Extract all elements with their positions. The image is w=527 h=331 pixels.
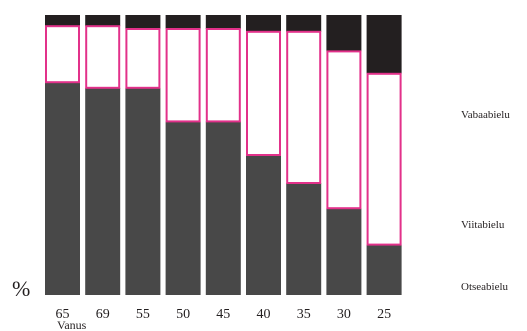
bar-outline-viitabielu-69 <box>85 25 121 89</box>
bar-segment-viitabielu-40 <box>246 31 281 155</box>
bar-segment-viitabielu-30 <box>326 51 362 209</box>
bar-segment-otseabielu-45 <box>205 121 241 296</box>
bar-segment-viitabielu-55 <box>125 29 161 88</box>
bar-segment-otseabielu-40 <box>246 155 281 295</box>
bar-segment-viitabielu-45 <box>205 29 241 122</box>
legend-label-viitabielu: Viitabielu <box>461 219 505 231</box>
bar-segment-vabaabielu-65 <box>45 15 80 27</box>
bar-segment-otseabielu-25 <box>366 244 402 295</box>
legend-label-vabaabielu: Vabaabielu <box>461 109 510 121</box>
bar-outline-viitabielu-40 <box>246 30 281 156</box>
outlines-group <box>45 25 402 246</box>
bar-segment-vabaabielu-45 <box>205 15 241 29</box>
legend-label-otseabielu: Otseabielu <box>461 281 509 293</box>
bars-group <box>45 15 402 296</box>
x-tick-label-69: 69 <box>96 307 110 322</box>
bar-segment-otseabielu-55 <box>125 87 161 295</box>
bar-segment-otseabielu-69 <box>85 87 121 295</box>
x-tick-label-55: 55 <box>136 307 150 322</box>
bar-segment-otseabielu-30 <box>326 208 362 295</box>
bar-segment-otseabielu-50 <box>165 121 201 296</box>
bar-segment-vabaabielu-40 <box>246 15 281 32</box>
bar-segment-otseabielu-65 <box>45 82 80 295</box>
bar-outline-viitabielu-55 <box>125 28 161 89</box>
bar-segment-vabaabielu-35 <box>286 15 322 32</box>
bar-outline-viitabielu-25 <box>366 72 402 246</box>
bar-segment-vabaabielu-50 <box>165 15 201 29</box>
bar-segment-vabaabielu-69 <box>85 15 121 27</box>
bar-segment-viitabielu-69 <box>85 26 121 88</box>
bar-segment-vabaabielu-30 <box>326 15 362 52</box>
bar-outline-viitabielu-30 <box>326 50 362 210</box>
x-tick-labels: 65 69 55 50 45 40 35 30 25 <box>56 307 392 322</box>
bar-segment-viitabielu-25 <box>366 73 402 245</box>
x-tick-label-65: 65 <box>56 307 70 322</box>
bar-segment-vabaabielu-25 <box>366 15 402 74</box>
bar-segment-viitabielu-65 <box>45 26 80 83</box>
bar-outline-viitabielu-35 <box>286 30 322 184</box>
legend: Otseabielu Viitabielu Vabaabielu <box>461 109 510 293</box>
bar-segment-vabaabielu-55 <box>125 15 161 29</box>
x-tick-label-25: 25 <box>377 307 391 322</box>
bar-outline-viitabielu-45 <box>205 28 241 123</box>
bar-segment-viitabielu-50 <box>165 29 201 122</box>
x-tick-label-35: 35 <box>297 307 311 322</box>
y-axis-unit-label: % <box>12 276 30 301</box>
x-axis-label: Vanus <box>57 318 87 331</box>
bar-outline-viitabielu-50 <box>165 28 201 123</box>
x-tick-label-40: 40 <box>257 307 271 322</box>
x-tick-label-45: 45 <box>216 307 230 322</box>
x-tick-label-30: 30 <box>337 307 351 322</box>
x-tick-label-50: 50 <box>176 307 190 322</box>
bar-segment-viitabielu-35 <box>286 31 322 183</box>
bar-outline-viitabielu-65 <box>45 25 80 84</box>
bar-segment-otseabielu-35 <box>286 183 322 295</box>
